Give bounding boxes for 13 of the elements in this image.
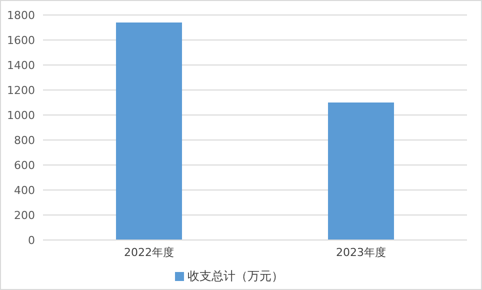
y-tick-label: 1600	[7, 34, 35, 47]
y-tick-label: 1800	[7, 8, 35, 22]
y-tick-label: 1400	[7, 58, 35, 72]
x-tick-label: 2022年度	[124, 246, 174, 259]
y-tick-label: 200	[14, 208, 35, 222]
y-tick-label: 800	[14, 134, 35, 147]
y-tick-label: 600	[14, 158, 35, 172]
y-tick-label: 400	[14, 184, 35, 197]
x-tick-label: 2023年度	[336, 246, 386, 259]
y-tick-label: 1200	[7, 84, 35, 97]
y-tick-label: 1000	[7, 108, 35, 122]
legend-label: 收支总计（万元）	[188, 269, 284, 283]
y-tick-label: 0	[28, 234, 35, 247]
